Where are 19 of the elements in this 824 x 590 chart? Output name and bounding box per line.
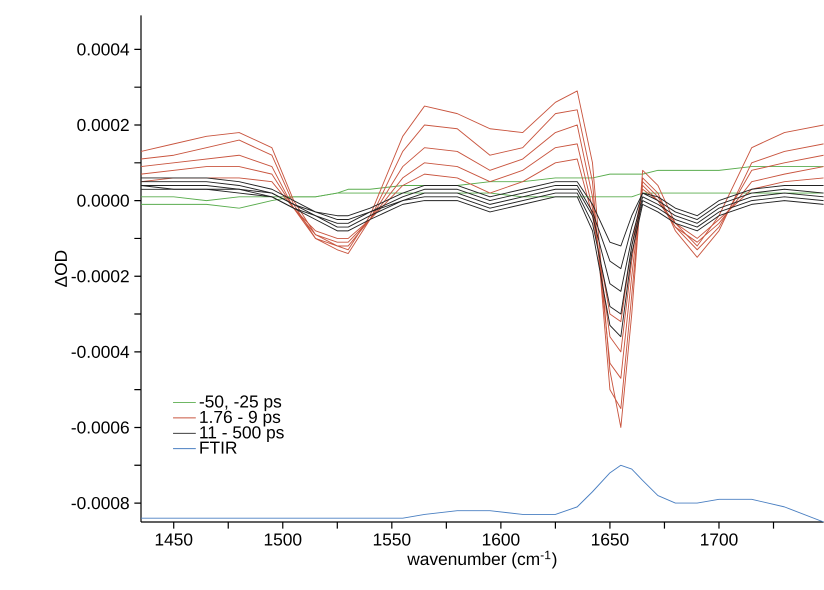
y-tick-label: -0.0008 — [72, 496, 129, 510]
y-tick-label: -0.0004 — [72, 346, 130, 358]
y-tick-label: -0.0002 — [72, 270, 129, 282]
y-axis-title: ΔOD — [54, 250, 68, 287]
x-tick-label: 1500 — [264, 533, 302, 546]
y-tick-label: 0.0000 — [77, 194, 129, 207]
legend-label: FTIR — [200, 442, 237, 454]
legend-label: 1.76 - 9 ps — [200, 410, 280, 427]
y-tick-label: -0.0006 — [72, 421, 129, 434]
y-tick-label: 0.0002 — [77, 118, 129, 132]
legend-label: -50, -25 ps — [200, 395, 282, 412]
x-tick-label: 1700 — [701, 533, 738, 546]
x-axis-title: wavenumber (cm$^{-1}$) — [407, 550, 556, 569]
x-tick-label: 1600 — [482, 533, 520, 546]
x-tick-label: 1650 — [592, 533, 629, 546]
x-tick-label: 1450 — [156, 533, 192, 546]
y-tick-label: 0.0004 — [77, 43, 130, 56]
x-tick-label: 1550 — [374, 533, 410, 546]
legend-label: 11 - 500 ps — [200, 426, 284, 442]
